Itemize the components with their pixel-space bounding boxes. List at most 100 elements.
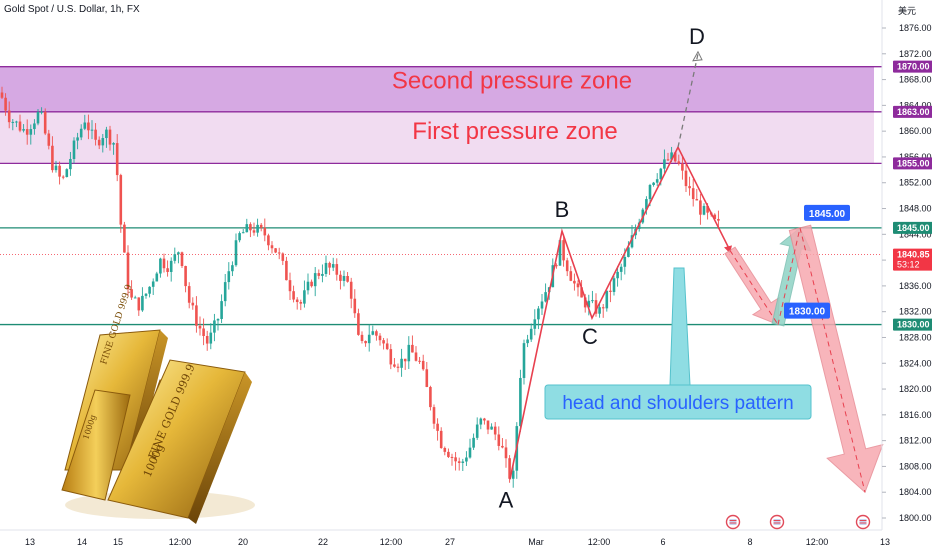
us-flag-event-icon[interactable]: [725, 514, 741, 530]
time-tick-label: 13: [880, 537, 890, 547]
candle-body: [555, 265, 558, 267]
candle-body: [378, 335, 382, 341]
candle-body: [259, 224, 263, 228]
flag-icon-body: [729, 519, 737, 525]
candle-body: [249, 224, 252, 231]
candle-body: [382, 340, 385, 344]
candle-body: [123, 224, 126, 253]
candle-body: [605, 290, 609, 309]
time-tick-label: 6: [660, 537, 665, 547]
candle-body: [169, 260, 173, 272]
candle-body: [270, 245, 274, 249]
candle-body: [295, 299, 299, 303]
time-tick-label: 12:00: [169, 537, 192, 547]
us-flag-event-icon[interactable]: [855, 514, 871, 530]
candle-body: [101, 138, 105, 146]
price-tick-label: 1876.00: [899, 23, 932, 33]
candle-body: [411, 344, 414, 353]
candle-body: [227, 271, 231, 283]
candle-body: [220, 301, 223, 319]
candle-body: [663, 159, 666, 169]
candle-body: [281, 253, 285, 261]
pattern-callout: head and shoulders pattern: [544, 267, 812, 420]
candle-body: [598, 307, 601, 314]
candle-body: [688, 186, 691, 189]
candle-body: [706, 205, 709, 213]
candle-body: [400, 358, 403, 368]
time-tick-label: Mar: [528, 537, 544, 547]
candle-body: [591, 300, 594, 302]
price-tick-label: 1860.00: [899, 126, 932, 136]
level-1845-price-tag-bg: [893, 221, 932, 234]
point-C-label: C: [582, 324, 598, 349]
currency-label: 美元: [898, 6, 917, 16]
candle-body: [493, 426, 497, 435]
projection-line-to-D[interactable]: [677, 53, 699, 148]
candle-body: [11, 121, 15, 123]
candle-body: [61, 176, 65, 178]
price-tick-label: 1812.00: [899, 436, 932, 446]
head-shoulders-pattern-line[interactable]: [509, 145, 731, 480]
time-tick-label: 12:00: [380, 537, 403, 547]
candle-body: [112, 143, 115, 145]
candle-body: [173, 254, 177, 261]
candle-body: [328, 262, 331, 268]
candle-body: [43, 111, 47, 134]
candle-body: [267, 235, 270, 246]
candle-body: [256, 224, 259, 233]
price-tick-label: 1800.00: [899, 513, 932, 523]
candle-body: [623, 256, 627, 267]
candle-body: [119, 175, 123, 225]
price-tick-label: 1828.00: [899, 332, 932, 342]
candle-body: [490, 426, 493, 430]
candle-body: [299, 302, 303, 304]
candle-body: [202, 328, 205, 337]
candle-body: [245, 224, 249, 233]
price-tick-label: 1872.00: [899, 49, 932, 59]
candle-body: [414, 352, 418, 361]
candle-body: [0, 92, 4, 98]
candle-body: [457, 461, 461, 463]
first-pressure-zone: [0, 111, 874, 164]
candle-body: [540, 301, 544, 309]
candle-body: [349, 281, 353, 299]
time-axis[interactable]: 13 14 15 12:00 20 22 12:00 27 Mar 12:00 6 8 12:00 13: [0, 529, 890, 547]
candle-body: [508, 458, 511, 479]
forecast-arrow-down-2[interactable]: [788, 224, 884, 494]
current-price-tag-bg: [893, 248, 932, 271]
candle-body: [198, 325, 202, 329]
candle-body: [501, 445, 504, 448]
candle-body: [187, 286, 191, 303]
pattern-callout-text: head and shoulders pattern: [562, 393, 793, 414]
candle-body: [76, 137, 79, 141]
time-tick-label: 13: [25, 537, 35, 547]
time-tick-label: 8: [747, 537, 752, 547]
candle-body: [652, 182, 655, 186]
projection-arrowhead: [692, 50, 703, 62]
candle-body: [339, 274, 342, 281]
candle-body: [396, 366, 400, 368]
candle-body: [115, 143, 119, 176]
forecast-path-dashed: [799, 227, 866, 493]
candle-body: [681, 163, 684, 171]
candle-body: [371, 331, 375, 335]
candle-body: [335, 264, 339, 275]
price-tick-label: 1844.00: [899, 229, 932, 239]
second-pressure-zone-label: Second pressure zone: [392, 68, 632, 95]
candle-body: [645, 199, 648, 210]
candle-body: [166, 268, 169, 272]
candle-body: [677, 161, 681, 164]
candle-body: [177, 252, 180, 255]
candle-body: [144, 293, 148, 296]
candle-body: [699, 200, 702, 215]
time-tick-label: 22: [318, 537, 328, 547]
candle-body: [691, 188, 695, 200]
candle-body: [353, 298, 357, 314]
candle-body: [666, 159, 670, 161]
candle-body: [695, 199, 699, 201]
candle-body: [7, 110, 11, 123]
candle-body: [648, 185, 652, 200]
us-flag-event-icon[interactable]: [769, 514, 785, 530]
candle-body: [673, 152, 677, 162]
